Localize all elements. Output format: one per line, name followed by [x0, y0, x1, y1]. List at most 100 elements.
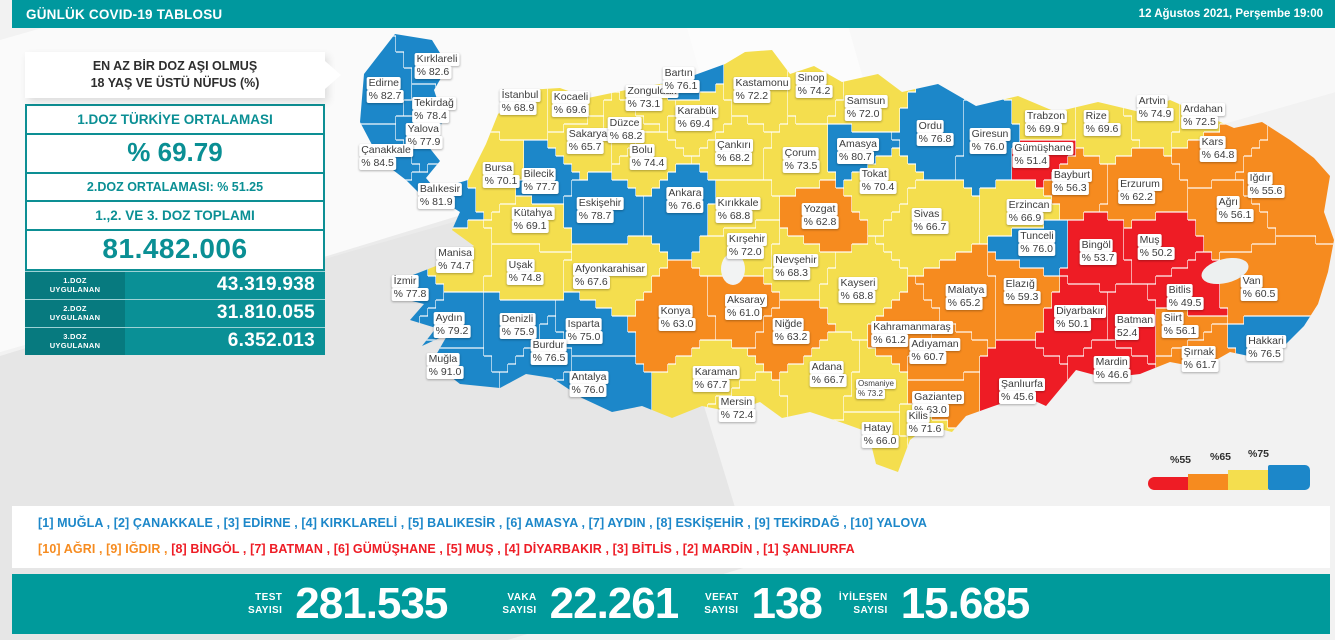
ranked-province: [8] ESKİŞEHİR , [656, 516, 755, 530]
ranked-province: [3] BİTLİS , [612, 542, 683, 556]
province-label-bayburt: Bayburt% 56.3 [1051, 169, 1093, 195]
daily-stats-bar: TEST SAYISI 281.535 VAKA SAYISI 22.261 VEFAT SA… [12, 574, 1330, 634]
province-label-karabük: Karabük% 69.4 [675, 105, 719, 131]
province-value: % 72.0 [726, 246, 764, 259]
province-name: Bursa [482, 162, 515, 175]
province-value: % 45.6 [998, 391, 1036, 404]
province-value: % 56.1 [1161, 325, 1199, 338]
dose-row-label: 1.DOZ UYGULANAN [25, 271, 125, 299]
province-label-gümüşhane: Gümüşhane% 51.4 [1012, 142, 1074, 168]
province-name: Mardin [1093, 356, 1130, 369]
province-label-i̇stanbul: İstanbul% 68.9 [499, 89, 541, 115]
stat-label: İYİLEŞEN SAYISI [838, 592, 888, 616]
province-name: Kırklareli [414, 53, 460, 66]
province-name: Karaman [692, 366, 740, 379]
province-value: % 76.5 [1246, 348, 1283, 361]
legend-segment-orange [1188, 474, 1228, 490]
province-value: % 78.4 [412, 110, 449, 123]
province-value: % 66.0 [861, 435, 899, 448]
province-name: Elazığ [1003, 278, 1037, 291]
province-label-manisa: Manisa% 74.7 [436, 247, 474, 273]
province-label-adıyaman: Adıyaman% 60.7 [909, 338, 961, 364]
province-value: % 74.8 [506, 272, 544, 285]
province-name: Kars [1199, 136, 1226, 149]
province-name: Kırşehir [726, 233, 768, 246]
province-value: % 76.0 [569, 384, 607, 397]
province-label-erzincan: Erzincan% 66.9 [1006, 199, 1052, 225]
province-value: % 49.5 [1166, 297, 1204, 310]
panel-header-line1: EN AZ BİR DOZ AŞI OLMUŞ [92, 59, 258, 73]
province-name: Nevşehir [773, 254, 819, 267]
province-name: Hakkari [1246, 335, 1286, 348]
province-value: % 63.0 [658, 318, 696, 331]
province-name: Mersin [718, 396, 755, 409]
province-value: % 73.5 [782, 160, 820, 173]
legend-threshold-label: %75 [1248, 448, 1270, 460]
province-label-ordu: Ordu% 76.8 [916, 120, 954, 146]
province-value: % 46.6 [1093, 369, 1131, 382]
ranked-province: [2] ÇANAKKALE , [113, 516, 224, 530]
province-label-iğdır: Iğdır% 55.6 [1247, 172, 1285, 198]
province-name: Artvin [1136, 95, 1168, 108]
province-label-çorum: Çorum% 73.5 [782, 147, 820, 173]
province-name: Bitlis [1166, 284, 1193, 297]
province-label-bingöl: Bingöl% 53.7 [1079, 239, 1117, 265]
province-value: % 80.7 [837, 151, 874, 164]
province-value: % 50.2 [1137, 247, 1175, 260]
province-label-kütahya: Kütahya% 69.1 [511, 207, 555, 233]
province-name: Ardahan [1181, 103, 1225, 116]
province-name: Yalova [405, 123, 441, 136]
province-label-şırnak: Şırnak% 61.7 [1181, 346, 1219, 372]
ranked-province: [4] DİYARBAKIR , [504, 542, 613, 556]
dose1-value: % 69.79 [27, 132, 323, 172]
province-label-mersin: Mersin% 72.4 [718, 396, 756, 422]
province-label-aksaray: Aksaray% 61.0 [725, 294, 767, 320]
stat-value: 15.685 [900, 579, 1031, 628]
province-label-kilis: Kilis% 71.6 [906, 410, 944, 436]
stat-value: 22.261 [549, 579, 680, 628]
ranked-province: [10] YALOVA [850, 516, 927, 530]
province-name: Şanlıurfa [998, 378, 1046, 391]
province-label-rize: Rize% 69.6 [1083, 110, 1121, 136]
province-name: Adana [809, 361, 845, 374]
province-value: % 65.2 [945, 297, 983, 310]
province-value: % 72.5 [1181, 116, 1218, 129]
province-label-denizli: Denizli% 75.9 [499, 313, 537, 339]
top-vaccinated-list: [1] MUĞLA , [2] ÇANAKKALE , [3] EDİRNE ,… [38, 516, 927, 530]
province-name: Ağrı [1216, 196, 1240, 209]
province-value: % 59.3 [1003, 291, 1041, 304]
province-name: Eskişehir [576, 197, 624, 210]
stat-label: VEFAT SAYISI [704, 592, 739, 616]
stat-group-test: TEST SAYISI 281.535 [248, 582, 448, 626]
province-label-siirt: Siirt% 56.1 [1161, 312, 1199, 338]
province-name: Çankırı [715, 139, 753, 152]
province-label-düzce: Düzce% 68.2 [607, 117, 645, 143]
stat-label: VAKA SAYISI [502, 592, 537, 616]
legend-threshold-label: %65 [1210, 451, 1232, 463]
province-label-kahramanmaraş: Kahramanmaraş% 61.2 [871, 321, 953, 347]
province-value: % 62.2 [1118, 191, 1155, 204]
ranked-province: [6] GÜMÜŞHANE , [333, 542, 447, 556]
province-label-muş: Muş% 50.2 [1137, 234, 1175, 260]
province-value: % 75.9 [499, 326, 537, 339]
stat-group-i̇yi̇leşen: İYİLEŞEN SAYISI 15.685 [838, 579, 1031, 628]
province-value: % 63.2 [772, 331, 810, 344]
province-name: Antalya [569, 371, 609, 384]
province-name: Kilis [906, 410, 930, 423]
province-value: % 77.8 [391, 288, 429, 301]
province-value: % 68.9 [499, 102, 537, 115]
total-doses-value: 81.482.006 [27, 228, 323, 269]
province-name: Denizli [499, 313, 536, 326]
province-name: Niğde [772, 318, 805, 331]
dose-applied-row-3: 3.DOZ UYGULANAN 6.352.013 [25, 326, 325, 355]
province-label-uşak: Uşak% 74.8 [506, 259, 544, 285]
province-label-hatay: Hatay% 66.0 [861, 422, 899, 448]
province-name: Tekirdağ [412, 97, 456, 110]
province-value: % 53.7 [1079, 252, 1117, 265]
province-label-edirne: Edirne% 82.7 [366, 77, 404, 103]
province-label-trabzon: Trabzon% 69.9 [1024, 110, 1068, 136]
province-label-diyarbakır: Diyarbakır% 50.1 [1054, 305, 1106, 331]
province-label-hakkari: Hakkari% 76.5 [1246, 335, 1286, 361]
legend-segment-blue [1268, 465, 1310, 490]
